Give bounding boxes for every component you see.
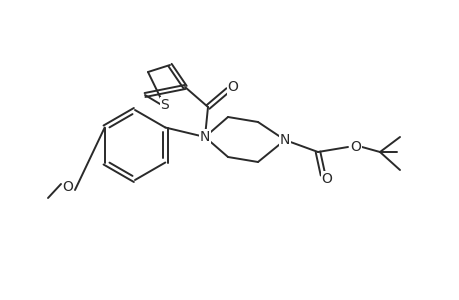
Text: O: O xyxy=(350,140,361,154)
Text: N: N xyxy=(199,130,210,144)
Text: O: O xyxy=(62,180,73,194)
Text: N: N xyxy=(279,133,290,147)
Text: O: O xyxy=(227,80,238,94)
Text: O: O xyxy=(321,172,332,186)
Text: S: S xyxy=(160,98,169,112)
